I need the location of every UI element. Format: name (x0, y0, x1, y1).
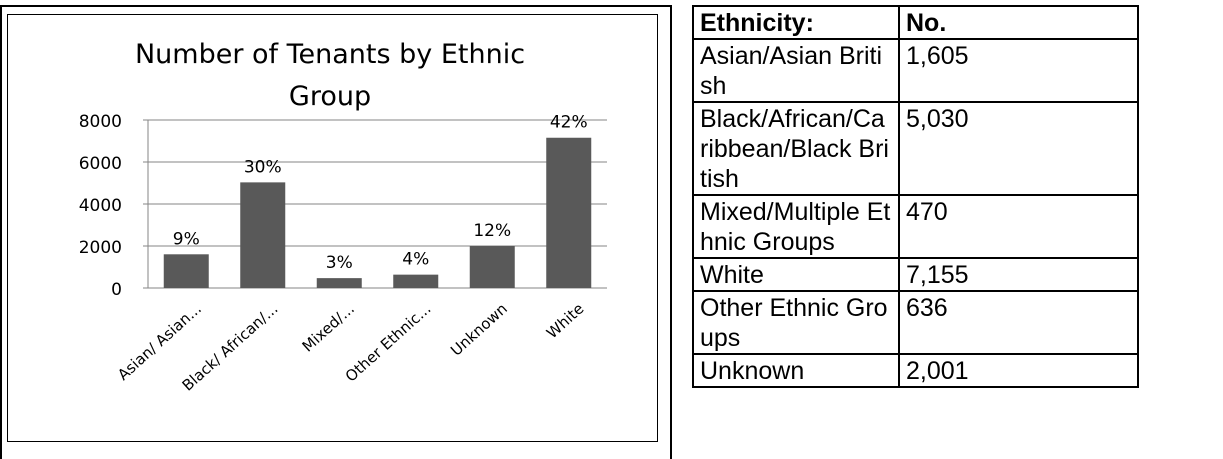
y-tick-label: 2000 (79, 238, 122, 258)
chart-title-line: Group (289, 81, 371, 112)
count-cell: 470 (898, 194, 1139, 259)
y-tick-label: 4000 (79, 196, 122, 216)
y-tick-label: 0 (111, 280, 122, 300)
bar (469, 245, 515, 288)
count-cell: 5,030 (898, 101, 1139, 196)
table-row: White 7,155 (692, 257, 1139, 292)
chart-title-line: Number of Tenants by Ethnic (135, 39, 525, 70)
bar (316, 278, 362, 288)
data-label: 30% (244, 157, 282, 177)
chart-frame: Number of Tenants by Ethnic Group 0 2000 400… (7, 14, 658, 442)
ethnicity-cell: Asian/Asian British (692, 38, 900, 103)
ethnicity-cell: Mixed/Multiple Ethnic Groups (692, 194, 900, 259)
data-label: 3% (326, 253, 353, 273)
count-cell: 636 (898, 290, 1139, 355)
header-number: No. (898, 5, 1139, 40)
bar-chart: Number of Tenants by Ethnic Group 0 2000 400… (79, 39, 607, 395)
data-label: 12% (473, 221, 511, 241)
table-row: Asian/Asian British 1,605 (692, 38, 1139, 103)
ethnicity-cell: Black/African/Caribbean/Black British (692, 101, 900, 196)
table-row: Other Ethnic Groups 636 (692, 290, 1139, 355)
table-row: Black/African/Caribbean/Black British 5,… (692, 101, 1139, 196)
left-border (0, 5, 2, 459)
ethnicity-cell: White (692, 257, 900, 292)
top-border (0, 5, 672, 7)
bar (546, 137, 592, 288)
data-label: 4% (402, 250, 429, 270)
table-header-row: Ethnicity: No. (692, 5, 1139, 40)
bar (240, 182, 286, 288)
table-row: Mixed/Multiple Ethnic Groups 470 (692, 194, 1139, 259)
count-cell: 7,155 (898, 257, 1139, 292)
ethnicity-cell: Unknown (692, 353, 900, 388)
header-ethnicity: Ethnicity: (692, 5, 900, 40)
ethnicity-table: Ethnicity: No. Asian/Asian British 1,605… (692, 5, 1139, 388)
table-row: Unknown 2,001 (692, 353, 1139, 388)
data-label: 42% (550, 113, 588, 133)
x-tick-label: Unknown (447, 300, 511, 360)
bar (393, 274, 439, 288)
count-cell: 2,001 (898, 353, 1139, 388)
ethnicity-cell: Other Ethnic Groups (692, 290, 900, 355)
count-cell: 1,605 (898, 38, 1139, 103)
cell-divider (670, 5, 672, 459)
data-label: 9% (173, 229, 200, 249)
x-tick-label: Mixed/... (299, 300, 358, 356)
bar (163, 254, 209, 288)
y-tick-label: 6000 (79, 154, 122, 174)
y-tick-label: 8000 (79, 112, 122, 132)
x-tick-label: White (543, 300, 587, 343)
